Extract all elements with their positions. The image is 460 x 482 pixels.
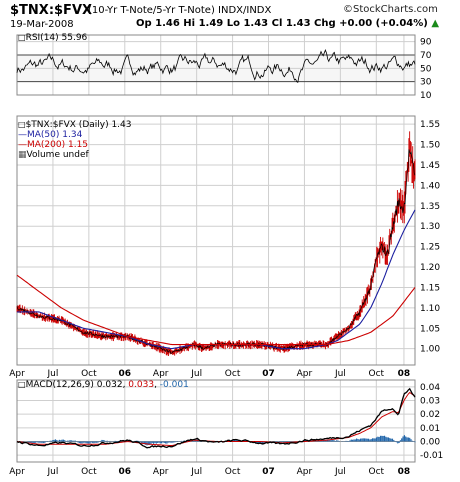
x-tick-label: Jul <box>190 467 202 477</box>
rsi-y-tick-label: 10 <box>420 91 432 101</box>
x-tick-label: 07 <box>262 369 275 379</box>
x-tick-label: Jul <box>334 467 346 477</box>
x-tick-label: 06 <box>119 467 132 477</box>
legend-square-icon: □ <box>18 33 26 42</box>
x-tick-label: Apr <box>9 369 25 379</box>
rsi-frame <box>16 34 416 96</box>
macd-hist-value: -0.001 <box>159 380 189 390</box>
macd-y-tick-label: 0.01 <box>420 424 440 434</box>
rsi-line <box>16 48 416 83</box>
x-tick-label: Jul <box>190 369 202 379</box>
volume-bars-icon: ▦ <box>18 150 27 160</box>
legend-ma200: —MA(200) 1.15 <box>18 140 89 150</box>
quote-values: Op 1.46 Hi 1.49 Lo 1.43 Cl 1.43 Chg +0.0… <box>136 18 428 29</box>
quote-summary: Op 1.46 Hi 1.49 Lo 1.43 Cl 1.43 Chg +0.0… <box>136 18 439 29</box>
macd-frame <box>16 379 416 463</box>
rsi-y-tick-label: 70 <box>420 51 432 61</box>
price-y-tick-label: 1.30 <box>420 222 440 232</box>
x-tick-label: Apr <box>297 467 313 477</box>
chart-description: (10-Yr T-Note/5-Yr T-Note) INDX/INDX <box>88 5 272 16</box>
x-tick-label: Apr <box>153 467 169 477</box>
up-arrow-icon: ▲ <box>431 18 440 29</box>
price-panel: 1.55 1.50 1.45 1.40 1.35 1.30 1.25 1.20 1.15 1.10… <box>9 115 440 379</box>
x-tick-label: Apr <box>9 467 25 477</box>
macd-legend: □MACD(12,26,9) 0.032, 0.033, -0.001 <box>18 380 189 390</box>
legend-ma50: —MA(50) 1.34 <box>18 130 83 140</box>
macd-y-tick-label: 0.04 <box>420 383 440 393</box>
x-tick-label: Jul <box>47 467 59 477</box>
price-y-tick-label: 1.45 <box>420 161 440 171</box>
price-y-tick-label: 1.15 <box>420 283 440 293</box>
chart-symbol: $TNX:$FVX <box>10 3 93 18</box>
x-tick-label: 06 <box>119 369 132 379</box>
line-swatch-icon: — <box>18 130 27 140</box>
macd-y-tick-label: 0.03 <box>420 397 440 407</box>
rsi-y-tick-label: 90 <box>420 38 432 48</box>
price-close-line <box>16 149 416 354</box>
macd-y-tick-label: 0.02 <box>420 410 440 420</box>
line-swatch-icon: — <box>18 140 27 150</box>
rsi-legend: □RSI(14) 55.96 <box>18 33 87 43</box>
brand-watermark: ©StockCharts.com <box>343 4 438 15</box>
x-tick-label: Jul <box>334 369 346 379</box>
macd-value: 0.032 <box>96 380 123 390</box>
price-legend: □$TNX:$FVX (Daily) 1.43 —MA(50) 1.34 —MA… <box>18 120 132 160</box>
price-y-tick-label: 1.55 <box>420 120 440 130</box>
x-tick-label: Oct <box>369 369 385 379</box>
macd-label-name: MACD(12,26,9) <box>25 380 94 390</box>
x-tick-label: 08 <box>398 369 411 379</box>
price-y-tick-label: 1.25 <box>420 243 440 253</box>
legend-square-icon: □ <box>18 380 26 389</box>
macd-y-tick-label: 0.00 <box>420 438 440 448</box>
macd-panel: 0.04 0.03 0.02 0.01 0.00 -0.01 Apr Jul Oct 06 Apr J… <box>9 379 443 477</box>
x-tick-label: Oct <box>369 467 385 477</box>
x-tick-label: Oct <box>81 467 97 477</box>
price-y-tick-label: 1.20 <box>420 263 440 273</box>
legend-volume: ▦Volume undef <box>18 150 89 160</box>
macd-y-tick-label: -0.01 <box>420 451 443 461</box>
price-y-tick-label: 1.00 <box>420 345 440 355</box>
price-frame <box>16 115 416 366</box>
chart-date: 19-Mar-2008 <box>10 19 74 30</box>
x-tick-label: 08 <box>398 467 411 477</box>
x-tick-label: Jul <box>47 369 59 379</box>
legend-main: □$TNX:$FVX (Daily) 1.43 <box>18 120 132 130</box>
price-y-tick-label: 1.40 <box>420 181 440 191</box>
legend-square-icon: □ <box>18 120 26 129</box>
rsi-panel: 90 70 50 30 10 <box>16 34 432 101</box>
rsi-y-tick-label: 30 <box>420 78 432 88</box>
macd-line <box>16 387 416 449</box>
x-tick-label: Oct <box>81 369 97 379</box>
rsi-y-tick-label: 50 <box>420 64 432 74</box>
price-y-tick-label: 1.50 <box>420 141 440 151</box>
x-tick-label: 07 <box>262 467 275 477</box>
ma200-line <box>16 274 416 346</box>
price-y-tick-label: 1.10 <box>420 304 440 314</box>
rsi-label: RSI(14) 55.96 <box>25 33 88 43</box>
x-tick-label: Oct <box>225 467 241 477</box>
price-y-tick-label: 1.05 <box>420 324 440 334</box>
x-tick-label: Apr <box>153 369 169 379</box>
x-tick-label: Apr <box>297 369 313 379</box>
x-tick-label: Oct <box>225 369 241 379</box>
price-y-tick-label: 1.35 <box>420 202 440 212</box>
macd-signal-value: 0.033 <box>128 380 155 390</box>
